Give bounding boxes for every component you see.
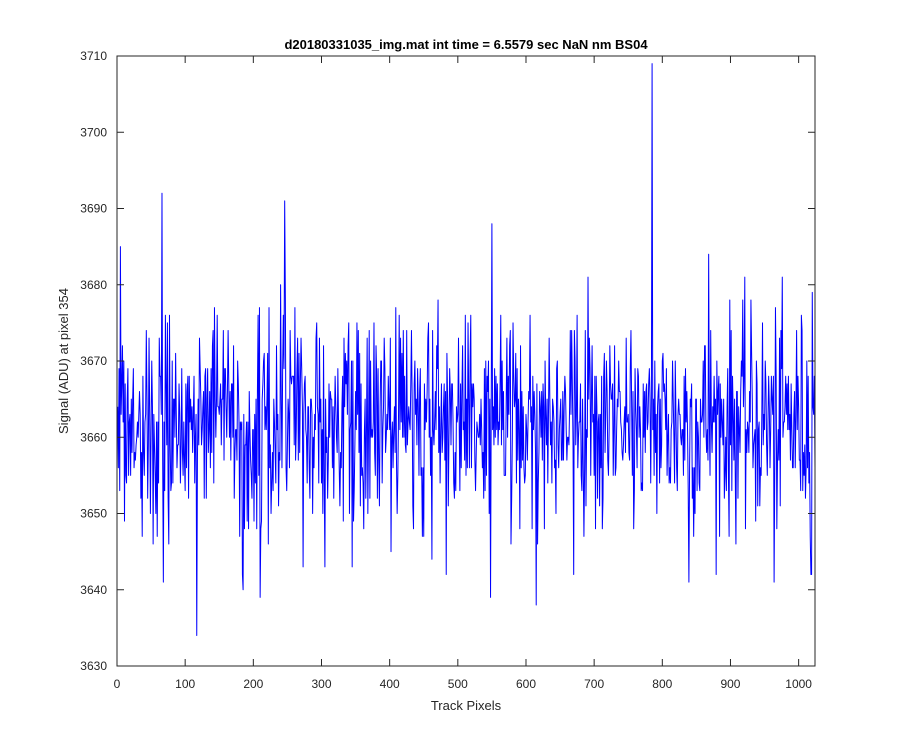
x-tick-label: 600 <box>516 677 536 691</box>
y-tick-label: 3660 <box>80 430 107 444</box>
x-tick-label: 300 <box>311 677 331 691</box>
y-tick-label: 3710 <box>80 49 107 63</box>
x-tick-label: 200 <box>243 677 263 691</box>
y-axis-ticks: 3630 3640 3650 3660 3670 3680 3690 3700 3710 <box>80 49 815 673</box>
x-tick-label: 500 <box>448 677 468 691</box>
y-tick-label: 3680 <box>80 278 107 292</box>
x-tick-label: 800 <box>652 677 672 691</box>
series-line <box>117 63 816 636</box>
y-tick-label: 3670 <box>80 354 107 368</box>
plot-area: 0 100 200 300 400 500 600 700 800 900 1000 3630 364… <box>80 49 816 691</box>
y-tick-label: 3630 <box>80 659 107 673</box>
x-tick-label: 100 <box>175 677 195 691</box>
series-layer <box>117 63 816 636</box>
y-tick-label: 3640 <box>80 583 107 597</box>
y-axis-label: Signal (ADU) at pixel 354 <box>56 288 71 434</box>
y-tick-label: 3690 <box>80 202 107 216</box>
x-tick-label: 900 <box>720 677 740 691</box>
x-axis-ticks: 0 100 200 300 400 500 600 700 800 900 1000 <box>114 56 812 691</box>
x-tick-label: 0 <box>114 677 121 691</box>
x-axis-label: Track Pixels <box>431 698 502 713</box>
x-tick-label: 1000 <box>785 677 812 691</box>
x-tick-label: 400 <box>380 677 400 691</box>
y-tick-label: 3650 <box>80 507 107 521</box>
y-tick-label: 3700 <box>80 125 107 139</box>
chart-title: d20180331035_img.mat int time = 6.5579 s… <box>284 37 648 52</box>
x-tick-label: 700 <box>584 677 604 691</box>
